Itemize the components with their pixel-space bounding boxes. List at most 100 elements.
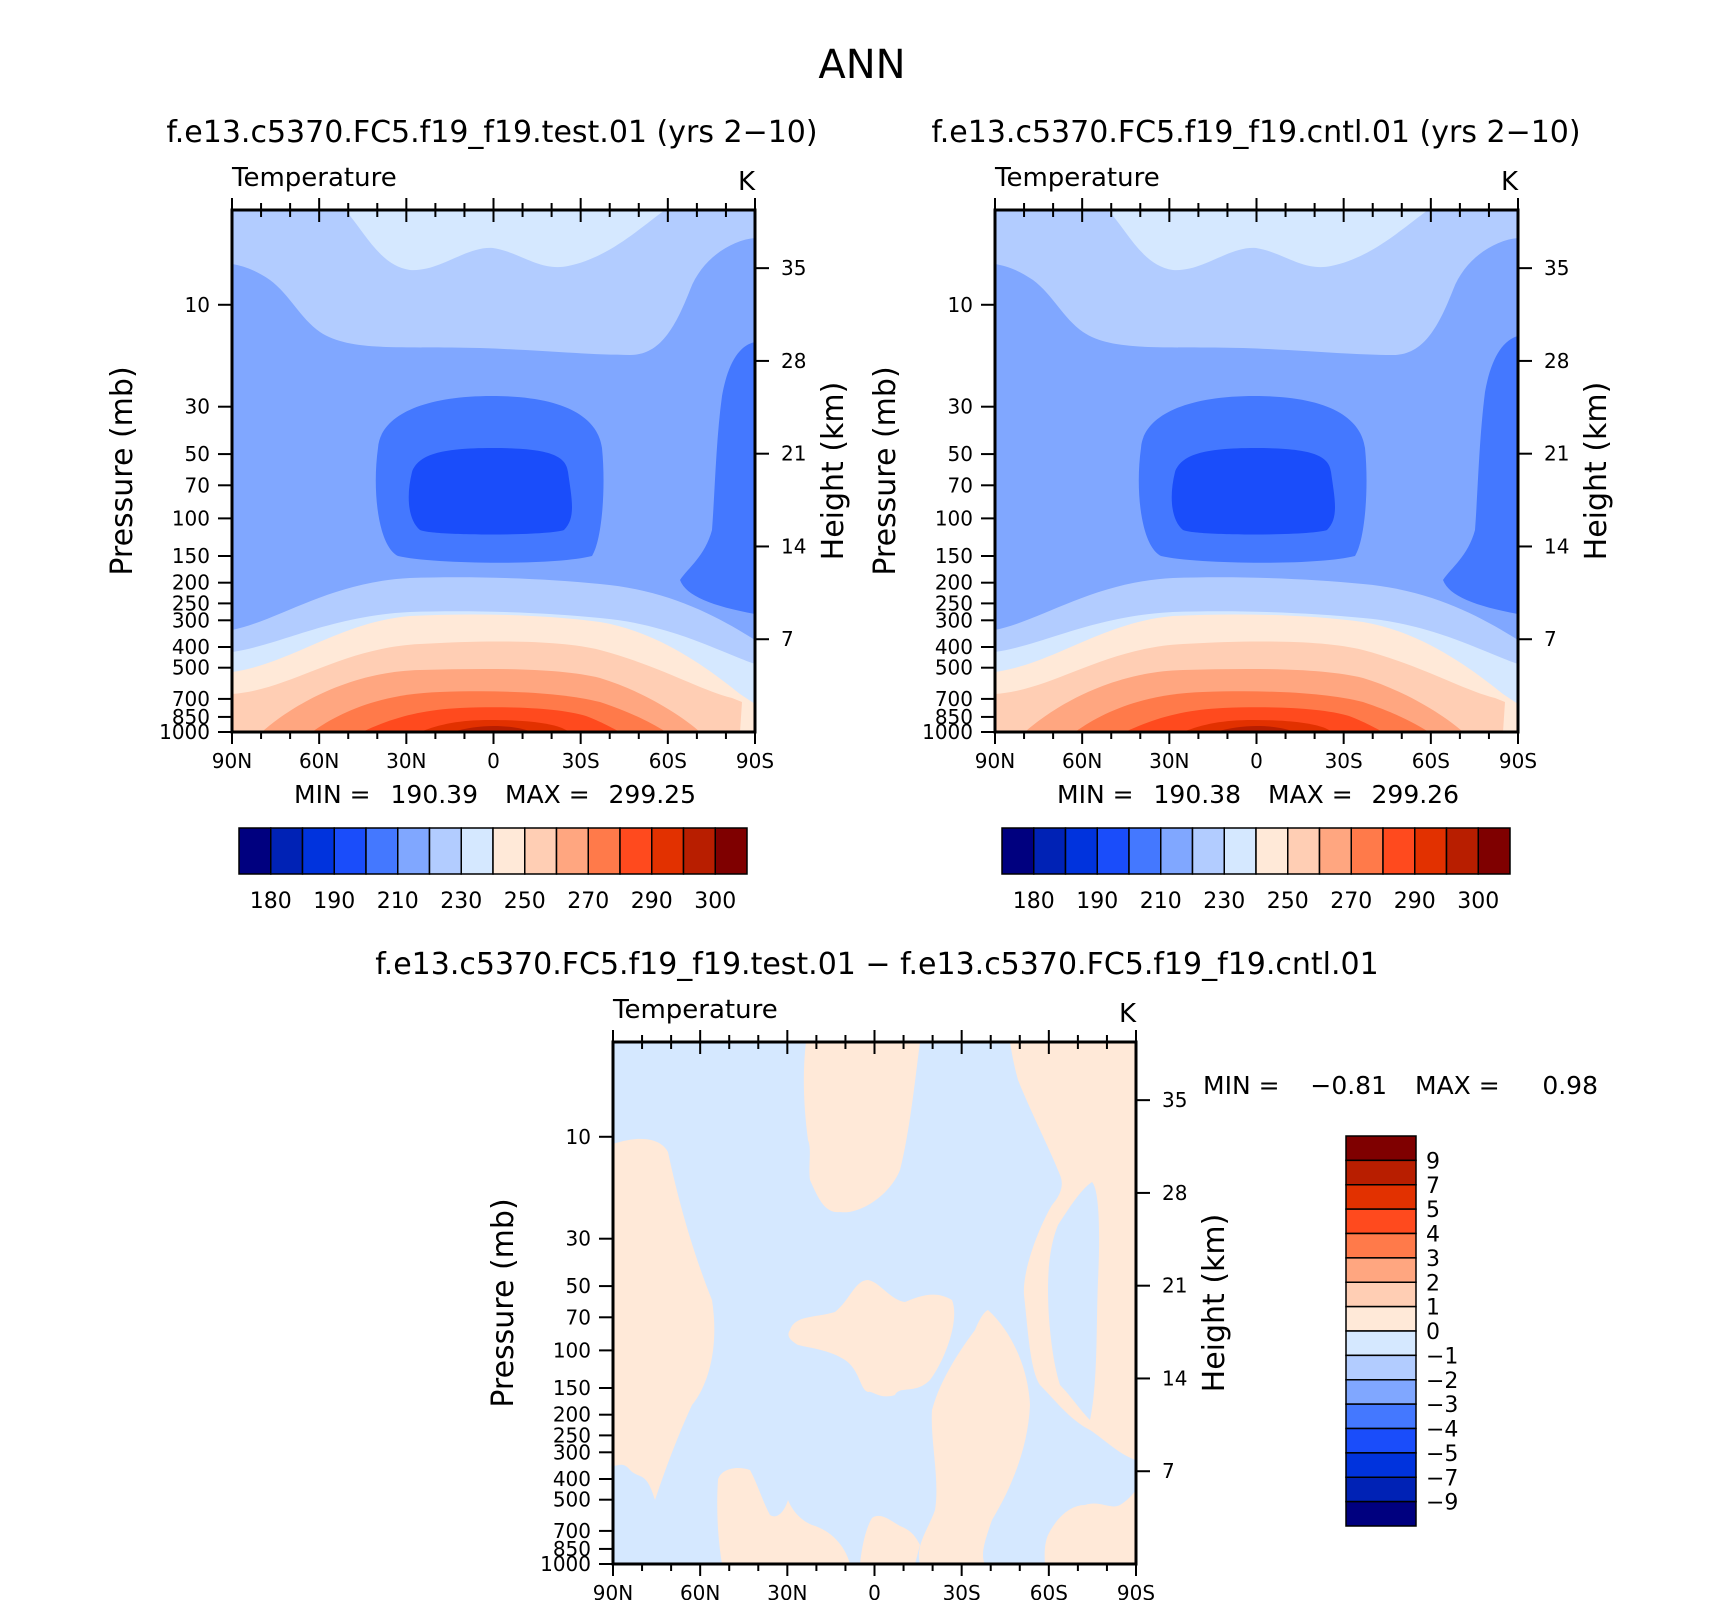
- y-tick-label: 10: [948, 293, 973, 317]
- colorbar-label: 300: [694, 889, 736, 914]
- colorbar-label: 290: [1394, 889, 1436, 914]
- colorbar-box: [1160, 827, 1194, 875]
- colorbar-label: 230: [1203, 889, 1245, 914]
- band-290-300: [420, 720, 570, 732]
- panel-test: f.e13.c5370.FC5.f19_f19.test.01 (yrs 2−1…: [105, 115, 851, 914]
- ticks: [981, 198, 1532, 744]
- x-tick-label: 90N: [975, 749, 1015, 773]
- y-tick-label: 400: [935, 635, 973, 659]
- colorbar-box: [1345, 1330, 1417, 1357]
- y2-axis-label: Height (km): [1579, 382, 1614, 561]
- x-tick-label: 60S: [649, 749, 687, 773]
- max-label: MAX =: [505, 780, 590, 809]
- y2-tick-label: 28: [781, 349, 806, 373]
- min-label: MIN =: [1203, 1071, 1280, 1100]
- colorbar-box: [555, 827, 589, 875]
- colorbar-box: [714, 827, 748, 875]
- y-tick-label: 100: [935, 506, 973, 530]
- y2-tick-label: 35: [1162, 1088, 1187, 1112]
- colorbar-box: [1477, 827, 1511, 875]
- colorbar-label: 1: [1426, 1296, 1440, 1321]
- y-tick-label: 50: [948, 442, 973, 466]
- colorbar-label: 180: [1013, 889, 1055, 914]
- x-tick-label: 0: [1250, 749, 1263, 773]
- contour-field: [995, 210, 1518, 732]
- colorbar-label: −5: [1426, 1442, 1458, 1467]
- x-tick-label: 60S: [1030, 1581, 1068, 1600]
- y-tick-label: 300: [935, 608, 973, 632]
- y-tick-label: 1000: [540, 1552, 591, 1576]
- colorbar-box: [682, 827, 716, 875]
- panel-diff: f.e13.c5370.FC5.f19_f19.test.01 − f.e13.…: [375, 947, 1598, 1600]
- colorbar-box: [1345, 1452, 1417, 1478]
- y-tick-label: 500: [172, 656, 210, 680]
- y-tick-label: 100: [553, 1338, 591, 1362]
- x-tick-label: 0: [487, 749, 500, 773]
- x-tick-label: 90N: [593, 1581, 633, 1600]
- y2-tick-label: 28: [1162, 1181, 1187, 1205]
- x-tick-label: 30N: [767, 1581, 807, 1600]
- band-0-1-west: [613, 1138, 715, 1500]
- y2-tick-label: 28: [1544, 349, 1569, 373]
- colorbar-box: [1064, 827, 1098, 875]
- y-tick-label: 70: [948, 473, 973, 497]
- colorbar-label: −9: [1426, 1491, 1458, 1516]
- max-label: MAX =: [1268, 780, 1353, 809]
- x-tick-label: 90S: [1499, 749, 1537, 773]
- y-tick-label: 1000: [159, 720, 210, 744]
- colorbar-label: −2: [1426, 1369, 1458, 1394]
- band-0-1-se: [918, 1310, 1030, 1564]
- y-tick-label: 250: [172, 591, 210, 615]
- y-tick-label: 200: [172, 571, 210, 595]
- min-value: −0.81: [1310, 1071, 1387, 1100]
- colorbar-box: [333, 827, 367, 875]
- y-tick-label: 700: [935, 687, 973, 711]
- y-tick-label: 200: [553, 1403, 591, 1427]
- colorbar-box: [1345, 1135, 1417, 1162]
- colorbar-label: 250: [1267, 889, 1309, 914]
- band-0-1-center: [788, 1280, 955, 1397]
- colorbar-box: [428, 827, 462, 875]
- y2-tick-label: 21: [1162, 1274, 1187, 1298]
- colorbar-label: 190: [1076, 889, 1118, 914]
- colorbar-box: [460, 827, 494, 875]
- colorbar-label: −4: [1426, 1418, 1458, 1443]
- x-tick-label: 30S: [1325, 749, 1363, 773]
- y-tick-label: 30: [185, 395, 210, 419]
- colorbar-box: [1345, 1257, 1417, 1283]
- colorbar-box: [1345, 1281, 1417, 1308]
- colorbar-label: 4: [1426, 1223, 1440, 1248]
- left-string: Temperature: [231, 163, 397, 193]
- y2-tick-label: 14: [1162, 1366, 1187, 1390]
- right-string: K: [1501, 167, 1519, 197]
- y2-tick-label: 14: [781, 534, 806, 558]
- y2-tick-labels: 35 28 21 14 7: [1162, 1088, 1187, 1483]
- colorbar-box: [1128, 827, 1162, 875]
- y-tick-label: 700: [553, 1519, 591, 1543]
- colorbar-label: 3: [1426, 1247, 1440, 1272]
- y-tick-label: 400: [553, 1467, 591, 1491]
- y-tick-label: 50: [185, 442, 210, 466]
- band-0-1-bottom-left: [717, 1468, 850, 1564]
- max-value: 0.98: [1542, 1071, 1598, 1100]
- right-string: K: [738, 167, 756, 197]
- max-value: 299.26: [1372, 780, 1459, 809]
- colorbar-box: [365, 827, 399, 875]
- colorbar-box: [1345, 1427, 1417, 1454]
- colorbar-box: [1345, 1379, 1417, 1405]
- colorbar-label: 0: [1426, 1320, 1440, 1345]
- y2-tick-label: 7: [1544, 627, 1557, 651]
- colorbar-label: 7: [1426, 1174, 1440, 1199]
- x-tick-labels: 90N 60N 30N 0 30S 60S 90S: [212, 749, 774, 773]
- colorbar-box: [1345, 1500, 1417, 1527]
- colorbar-label: 290: [631, 889, 673, 914]
- y-tick-label: 300: [172, 608, 210, 632]
- band-0-1-bottom-right: [1044, 1490, 1136, 1564]
- band-190-200-center: [408, 448, 572, 535]
- max-label: MAX =: [1415, 1071, 1500, 1100]
- x-tick-label: 90S: [736, 749, 774, 773]
- max-value: 299.25: [609, 780, 696, 809]
- y-tick-label: 150: [172, 544, 210, 568]
- y-tick-label: 150: [553, 1376, 591, 1400]
- colorbar-label: 270: [1330, 889, 1372, 914]
